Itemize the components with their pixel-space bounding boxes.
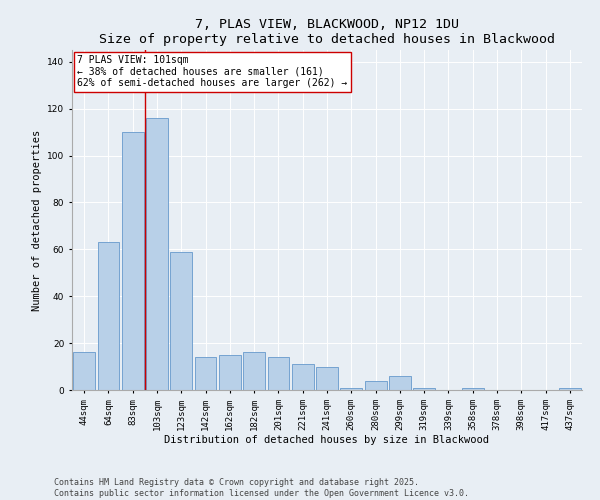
Bar xyxy=(122,132,143,390)
Bar xyxy=(194,357,217,390)
Bar xyxy=(243,352,265,390)
Bar xyxy=(73,352,95,390)
Bar xyxy=(365,380,386,390)
Bar xyxy=(97,242,119,390)
Bar xyxy=(340,388,362,390)
Bar xyxy=(268,357,289,390)
Bar xyxy=(219,355,241,390)
Bar xyxy=(462,388,484,390)
Bar xyxy=(170,252,192,390)
Bar xyxy=(316,366,338,390)
Bar xyxy=(146,118,168,390)
Bar xyxy=(389,376,411,390)
Bar xyxy=(292,364,314,390)
Text: 7 PLAS VIEW: 101sqm
← 38% of detached houses are smaller (161)
62% of semi-detac: 7 PLAS VIEW: 101sqm ← 38% of detached ho… xyxy=(77,55,347,88)
Bar xyxy=(559,388,581,390)
Text: Contains HM Land Registry data © Crown copyright and database right 2025.
Contai: Contains HM Land Registry data © Crown c… xyxy=(54,478,469,498)
Title: 7, PLAS VIEW, BLACKWOOD, NP12 1DU
Size of property relative to detached houses i: 7, PLAS VIEW, BLACKWOOD, NP12 1DU Size o… xyxy=(99,18,555,46)
X-axis label: Distribution of detached houses by size in Blackwood: Distribution of detached houses by size … xyxy=(164,436,490,446)
Bar xyxy=(413,388,435,390)
Y-axis label: Number of detached properties: Number of detached properties xyxy=(32,130,41,310)
